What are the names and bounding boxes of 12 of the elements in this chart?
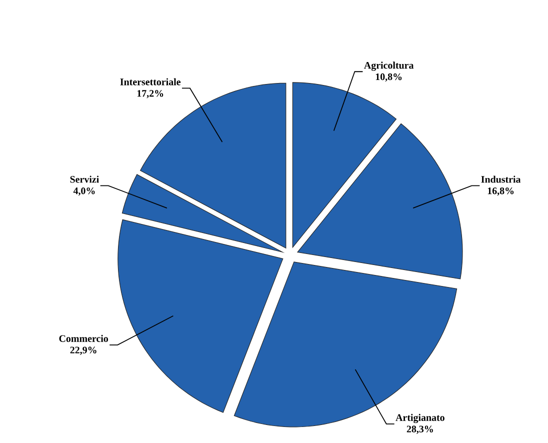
slice-label: Intersettoriale (120, 78, 181, 86)
slice-label: Agricoltura (364, 62, 414, 71)
data-label: 10,8% (376, 73, 402, 82)
data-label: 17,2% (137, 90, 164, 98)
slice-label: Commercio (59, 334, 108, 342)
data-label: 22,9% (70, 346, 96, 355)
slice-label: Industria (481, 176, 521, 183)
data-label: 28,3% (406, 426, 433, 434)
slice-label: Servizi (70, 176, 99, 183)
data-label: 4,0% (73, 187, 95, 196)
slice-label: Artigianato (396, 414, 444, 424)
data-label: 16,8% (488, 187, 514, 196)
